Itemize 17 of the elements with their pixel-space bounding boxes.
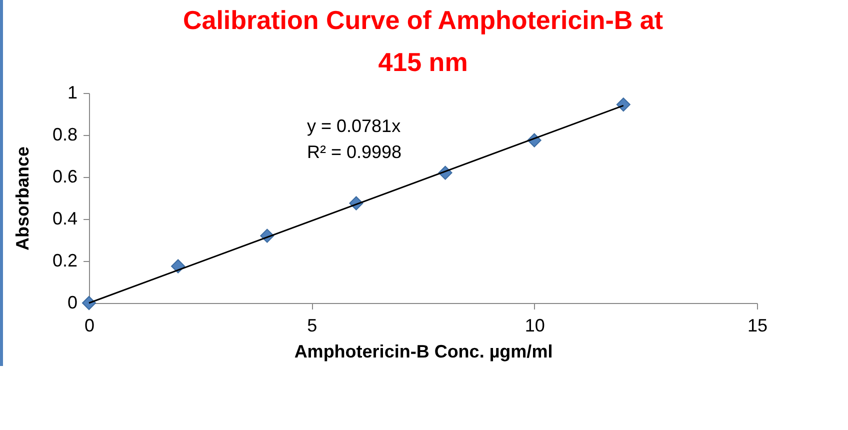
x-axis-title: Amphotericin-B Conc. µgm/ml: [294, 342, 553, 362]
y-tick-label: 1: [67, 82, 78, 102]
x-tick-label: 0: [84, 316, 95, 336]
chart-title: Calibration Curve of Amphotericin-B at 415 nm: [182, 5, 664, 77]
annotation: R² = 0.9998: [307, 142, 402, 162]
y-tick-label: 0.6: [52, 166, 78, 186]
point: [616, 98, 630, 112]
point: [82, 296, 96, 310]
annotation: y = 0.0781x: [307, 116, 401, 136]
y-tick-label: 0.8: [52, 124, 78, 144]
y-tick-label: 0.2: [52, 250, 78, 270]
x-tick-label: 5: [307, 316, 318, 336]
x-tick-label: 15: [747, 316, 768, 336]
y-tick-label: 0.4: [52, 208, 78, 228]
x-tick-label: 10: [524, 316, 545, 336]
y-axis-title: Absorbance: [12, 146, 32, 251]
y-tick-label: 0: [67, 292, 78, 312]
